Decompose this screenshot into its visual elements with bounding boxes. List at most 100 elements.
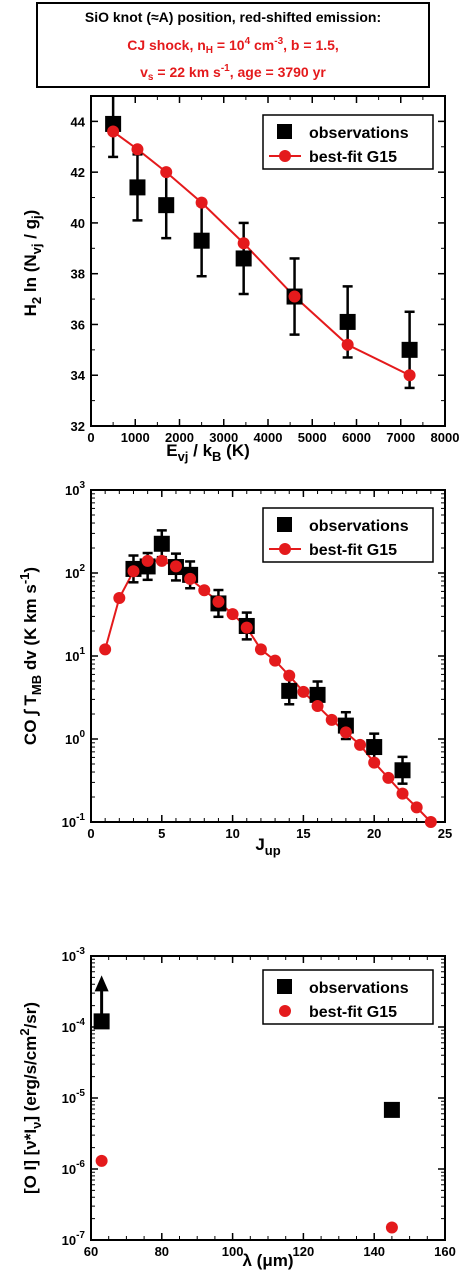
co-ladder-chart: 0 5 10 15 20 25 10-1 100 101 102 103 observations be…: [17, 480, 452, 858]
y-axis-label: CO ∫ TMB dv (K km s-1): [17, 567, 44, 745]
model-marker: [127, 565, 140, 578]
model-marker: [424, 816, 437, 828]
x-tick-label: 10: [225, 826, 239, 841]
x-tick-label: 5000: [298, 430, 327, 445]
model-marker: [107, 125, 120, 138]
observation-marker: [93, 1013, 110, 1030]
header-line-3: vs = 22 km s-1, age = 3790 yr: [140, 63, 326, 83]
model-marker: [269, 654, 282, 667]
legend-model-label: best-fit G15: [309, 542, 397, 559]
lower-limit-arrow-head: [94, 975, 109, 992]
x-axis-label: Evj / kB (K): [166, 441, 250, 464]
observation-marker: [129, 179, 146, 196]
x-tick-label: 4000: [254, 430, 283, 445]
legend-model-label: best-fit G15: [309, 1004, 397, 1021]
x-tick-label: 100: [222, 1244, 244, 1259]
model-marker: [99, 643, 112, 656]
legend-observations-label: observations: [309, 125, 409, 142]
x-tick-label: 140: [363, 1244, 385, 1259]
x-tick-label: 60: [84, 1244, 98, 1259]
y-tick-label: 100: [65, 729, 85, 747]
y-tick-label: 34: [71, 368, 86, 383]
model-marker: [385, 1221, 398, 1234]
y-tick-label: 10-4: [62, 1017, 86, 1035]
x-tick-label: 3000: [209, 430, 238, 445]
header-line-2: CJ shock, nH = 104 cm-3, b = 1.5,: [127, 36, 339, 56]
model-marker: [254, 643, 267, 656]
model-marker: [311, 699, 324, 712]
model-line: [112, 130, 411, 377]
legend-observations-marker: [277, 517, 292, 532]
x-tick-label: 120: [293, 1244, 315, 1259]
y-tick-label: 10-7: [62, 1230, 86, 1248]
model-marker: [237, 237, 250, 250]
x-tick-label: 20: [367, 826, 381, 841]
y-axis-label: [O I] [ν*Iν] (erg/s/cm2/sr): [17, 1002, 44, 1194]
y-tick-label: 103: [65, 480, 85, 498]
model-marker: [288, 290, 301, 303]
model-marker: [382, 771, 395, 784]
h2-excitation-chart: 0 1000 2000 3000 4000 5000 6000 7000 8000 32 34 36 3…: [21, 95, 460, 464]
model-marker: [396, 787, 409, 800]
model-line: [104, 559, 432, 823]
model-marker: [410, 801, 423, 814]
y-tick-label: 42: [71, 165, 85, 180]
legend-model-label: best-fit G15: [309, 149, 397, 166]
observation-marker: [193, 232, 210, 249]
x-axis-label: λ (μm): [242, 1251, 293, 1270]
header-box: SiO knot (≈A) position, red-shifted emis…: [36, 2, 430, 88]
x-tick-label: 0: [87, 826, 94, 841]
model-marker: [160, 166, 173, 179]
model-marker: [198, 584, 211, 597]
x-tick-label: 5: [158, 826, 165, 841]
header-line-1: SiO knot (≈A) position, red-shifted emis…: [84, 9, 382, 25]
model-marker: [354, 738, 367, 751]
model-marker: [226, 608, 239, 621]
model-marker: [339, 726, 352, 739]
y-axis-label: H2 ln (Nvj / gj): [21, 210, 44, 317]
legend-observations-label: observations: [309, 980, 409, 997]
observation-marker: [309, 686, 326, 703]
y-tick-label: 36: [71, 317, 85, 332]
x-axis-label: Jup: [255, 835, 280, 858]
model-marker: [141, 554, 154, 567]
observation-marker: [366, 739, 383, 756]
model-marker: [113, 591, 126, 604]
model-marker: [403, 369, 416, 382]
x-tick-label: 15: [296, 826, 310, 841]
model-marker: [184, 572, 197, 585]
observation-marker: [401, 341, 418, 358]
model-marker: [169, 560, 182, 573]
x-tick-label: 0: [87, 430, 94, 445]
y-tick-label: 40: [71, 216, 85, 231]
observation-marker: [235, 250, 252, 267]
x-tick-label: 1000: [121, 430, 150, 445]
y-tick-label: 10-1: [62, 812, 86, 830]
model-marker: [131, 143, 144, 156]
oi-emission-chart: 60 80 100 120 140 160 10-7 10-6 10-5 10-4 10-3 obse…: [17, 946, 456, 1270]
x-tick-label: 6000: [342, 430, 371, 445]
y-tick-label: 10-3: [62, 946, 86, 964]
observation-marker: [281, 682, 298, 699]
legend-model-marker: [279, 1005, 291, 1017]
model-marker: [368, 756, 381, 769]
observation-marker: [153, 535, 170, 552]
observation-marker: [158, 197, 175, 214]
x-tick-label: 80: [155, 1244, 169, 1259]
legend-box: [262, 114, 434, 170]
x-tick-label: 7000: [386, 430, 415, 445]
legend-observations-marker: [277, 124, 292, 139]
model-marker: [297, 685, 310, 698]
x-tick-label: 8000: [431, 430, 460, 445]
legend-model-marker: [279, 543, 291, 555]
model-marker: [155, 554, 168, 567]
model-marker: [341, 338, 354, 351]
legend-model-marker: [279, 150, 291, 162]
model-marker: [240, 621, 253, 634]
legend-observations-label: observations: [309, 518, 409, 535]
model-marker: [195, 196, 208, 209]
observation-marker: [339, 313, 356, 330]
y-tick-label: 10-5: [62, 1088, 86, 1106]
x-tick-label: 25: [438, 826, 452, 841]
model-marker: [283, 669, 296, 682]
